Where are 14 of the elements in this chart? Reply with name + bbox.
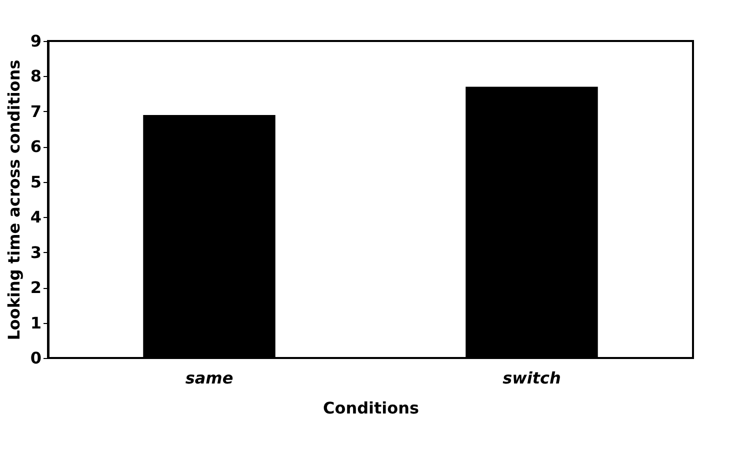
y-tick-label: 4 — [30, 208, 42, 227]
x-tick-label: switch — [502, 368, 561, 388]
y-tick-label: 7 — [30, 102, 42, 121]
y-tick-label: 3 — [30, 242, 42, 262]
y-tick-label: 5 — [30, 172, 42, 192]
y-axis-title: Looking time across conditions — [4, 60, 24, 340]
y-tick-label: 2 — [30, 278, 42, 298]
y-tick-label: 8 — [30, 66, 42, 86]
x-tick-label: same — [185, 368, 234, 388]
y-tick-label: 0 — [30, 348, 42, 368]
y-tick-label: 6 — [30, 137, 42, 156]
x-axis-title: Conditions — [322, 398, 420, 418]
y-tick-label: 1 — [30, 313, 42, 332]
y-tick-label: 9 — [30, 32, 42, 50]
